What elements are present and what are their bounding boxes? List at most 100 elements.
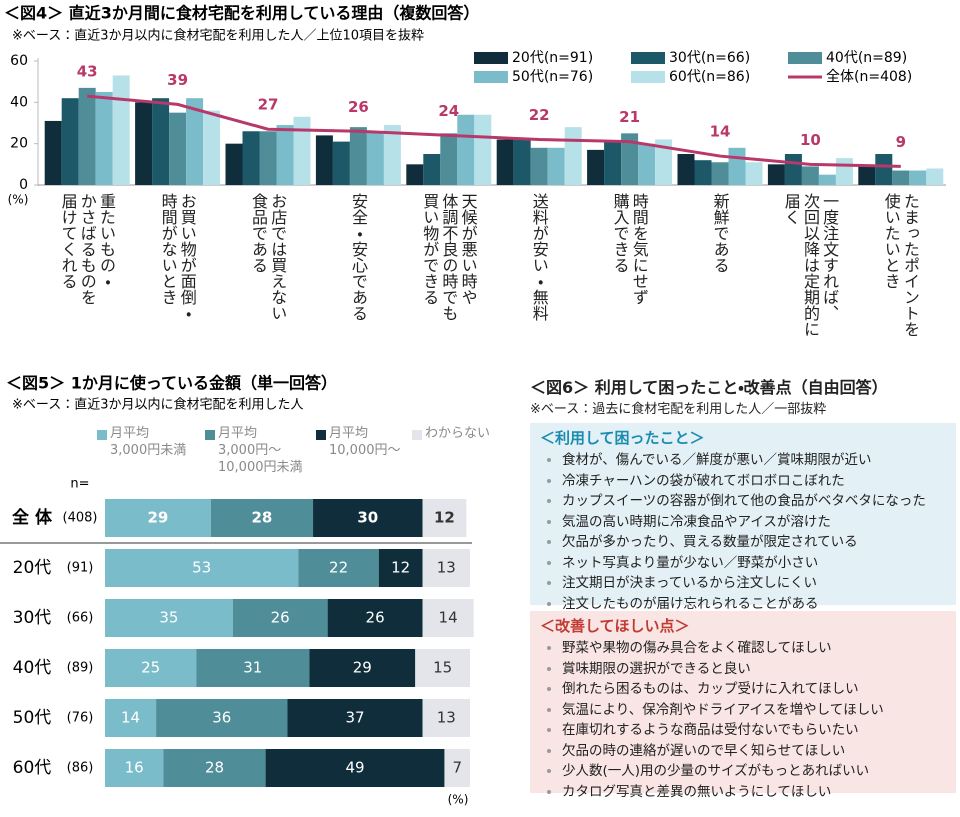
section-heading: ＜改善してほしい点＞ — [540, 617, 690, 635]
data-label: 30 — [357, 509, 378, 527]
data-label: 16 — [125, 759, 144, 777]
bar-segment — [309, 649, 416, 687]
data-label: 13 — [437, 559, 456, 577]
legend-swatch — [474, 71, 508, 83]
bar — [112, 75, 130, 185]
list-item: 倒れたら困るものは、カップ受けに入れてほしい — [562, 679, 948, 700]
data-label: 26 — [271, 609, 290, 627]
bar-segment — [422, 599, 474, 637]
x-tick-label: 時間を気にせず 購入できる — [610, 193, 649, 305]
data-label: 14 — [439, 609, 458, 627]
bar-segment — [422, 699, 470, 737]
bar — [423, 154, 441, 185]
y-tick-label: 60代 — [13, 758, 52, 778]
data-label: 35 — [159, 609, 178, 627]
bar — [366, 131, 384, 185]
line — [87, 94, 901, 168]
list-item: 注文したものが届け忘れられることがある — [562, 594, 948, 615]
x-tick-label: お店では買えない 食品である — [249, 193, 288, 321]
x-tick-label: たまったポイントを 使いたいとき — [881, 193, 920, 337]
bar-segment — [444, 749, 470, 787]
bar — [835, 158, 853, 185]
item-text: ネット写真より量が少ない／野菜が小さい — [562, 554, 819, 571]
y-tick-label: 0 — [19, 177, 28, 193]
bar — [457, 114, 475, 185]
list-item: 食材が、傷んでいる／鮮度が悪い／賞味期限が近い — [562, 450, 948, 471]
x-tick-label: 天候が悪い時や 体調不良の時でも 買い物ができる — [420, 193, 478, 321]
bar — [784, 154, 802, 185]
bar — [440, 133, 458, 185]
bar-segment — [105, 699, 157, 737]
bar-segment — [105, 749, 164, 787]
bar — [711, 162, 729, 185]
bar — [587, 149, 605, 185]
list-item: 注文期日が決まっているから注文しにくい — [562, 573, 948, 594]
data-label: 26 — [348, 98, 369, 116]
item-list: 食材が、傷んでいる／鮮度が悪い／賞味期限が近い冷凍チャーハンの袋が破れてボロボロ… — [540, 450, 948, 614]
n-header: n= — [70, 477, 89, 492]
item-text: カップスイーツの容器が倒れて他の食品がベタベタになった — [562, 493, 926, 509]
chart-title: ＜図4＞ 直近3か月間に食材宅配を利用している理由（複数回答） — [4, 4, 479, 23]
bar — [638, 143, 656, 185]
legend-swatch — [412, 430, 422, 440]
bar-segment — [298, 549, 379, 587]
list-item: 在庫切れするような商品は受付ないでもらいたい — [562, 720, 948, 741]
panel-title: ＜図6＞ 利用して困ったこと・改善点（自由回答） — [530, 378, 888, 397]
data-label: 29 — [353, 659, 372, 677]
bar — [745, 162, 763, 185]
bar — [496, 139, 514, 185]
data-label: 12 — [391, 559, 410, 577]
bar — [95, 92, 113, 185]
bar — [655, 139, 673, 185]
list-item: 冷凍チャーハンの袋が破れてボロボロこぼれた — [562, 471, 948, 492]
bar-segment — [378, 549, 423, 587]
bar — [926, 168, 944, 185]
section-heading: ＜利用して困ったこと＞ — [540, 429, 705, 447]
bar-segment — [415, 649, 470, 687]
section-box: ＜利用して困ったこと＞ 食材が、傷んでいる／鮮度が悪い／賞味期限が近い冷凍チャーハ… — [530, 423, 956, 612]
item-text: 野菜や果物の傷み具合をよく確認してほしい — [562, 640, 832, 656]
bar — [909, 170, 927, 185]
chart-subtitle: ※ベース：直近3か月以内に食材宅配を利用した人 — [12, 397, 304, 413]
bar — [44, 120, 62, 185]
section-box: ＜改善してほしい点＞ 野菜や果物の傷み具合をよく確認してほしい賞味期限の選択ができ… — [530, 611, 956, 800]
item-text: 気温により、保冷剤やドライアイスを増やしてほしい — [562, 701, 884, 718]
chart-title: ＜図5＞ 1か月に使っている金額（単一回答） — [6, 374, 337, 393]
y-unit: (%) — [8, 193, 29, 207]
data-label: 9 — [896, 133, 906, 151]
legend-label: 月平均 3,000円未満 — [110, 426, 187, 458]
data-label: 31 — [243, 659, 262, 677]
n-label: (408) — [63, 511, 98, 526]
bar — [513, 139, 531, 185]
y-tick-label: 40代 — [13, 658, 52, 678]
bar — [858, 166, 876, 185]
list-item: 欠品の時の連絡が遅いので早く知らせてほしい — [562, 741, 948, 762]
data-label: 10 — [800, 131, 821, 149]
bar-segment — [105, 499, 211, 537]
bar-segment — [105, 599, 233, 637]
bar — [604, 141, 622, 185]
bar — [474, 114, 492, 185]
legend-label: 20代(n=91) — [512, 50, 593, 66]
bar-segment — [313, 499, 423, 537]
item-text: 少人数(一人)用の少量のサイズがもっとあればいい — [562, 763, 870, 779]
data-label: 12 — [434, 509, 455, 527]
data-label: 37 — [345, 709, 364, 727]
x-tick-label: 送料が安い・無料 — [529, 193, 549, 321]
item-text: 倒れたら困るものは、カップ受けに入れてほしい — [562, 681, 859, 697]
data-label: 22 — [329, 559, 348, 577]
n-label: (76) — [67, 711, 94, 726]
legend-swatch — [474, 52, 508, 64]
x-tick-label: 一度注文すれば、 次回以降は定期的に 届く — [781, 193, 840, 337]
bar — [203, 110, 221, 185]
x-tick-label: お買い物が面倒・ 時間がないとき — [158, 193, 197, 321]
item-text: 在庫切れするような商品は受付ないでもらいたい — [562, 722, 859, 738]
data-label: 53 — [192, 559, 211, 577]
n-label: (89) — [67, 661, 94, 676]
bar — [728, 147, 746, 185]
bar — [621, 133, 639, 185]
list-item: 気温により、保冷剤やドライアイスを増やしてほしい — [562, 700, 948, 721]
bar — [406, 164, 424, 185]
